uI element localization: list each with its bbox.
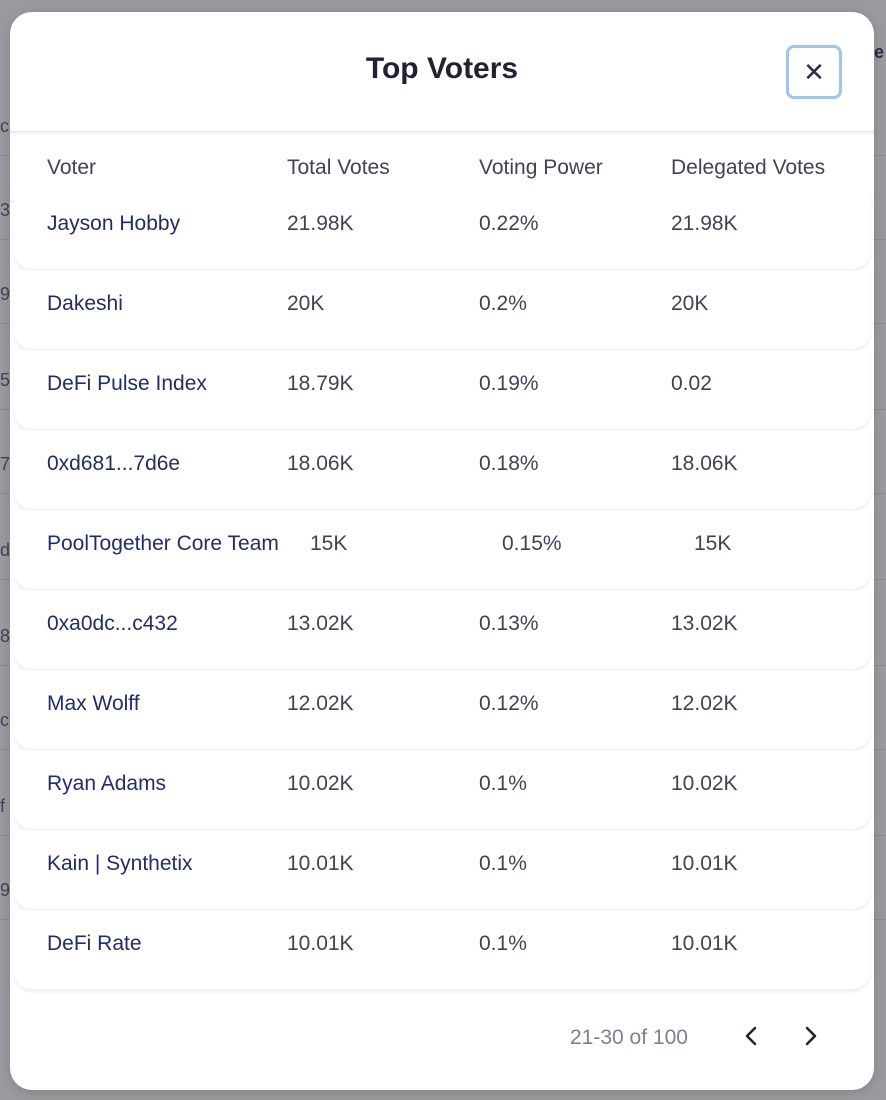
pagination-range: 21-30 of 100 <box>570 1026 688 1049</box>
column-header-total-votes: Total Votes <box>287 156 390 179</box>
background-header-fragment: e <box>874 42 885 62</box>
voter-name[interactable]: Dakeshi <box>47 292 123 315</box>
delegated-votes: 10.02K <box>671 772 738 795</box>
total-votes: 10.02K <box>287 772 354 795</box>
previous-page-button[interactable] <box>734 1022 768 1056</box>
next-page-button[interactable] <box>794 1022 828 1056</box>
voting-power: 0.2% <box>479 292 527 315</box>
background-row-fragment: f <box>0 796 6 816</box>
total-votes: 18.06K <box>287 452 354 475</box>
background-row-fragment: 7 <box>0 454 10 474</box>
voter-name[interactable]: PoolTogether Core Team <box>47 532 279 555</box>
table-header: Voter Total Votes Voting Power Delegated… <box>10 136 874 202</box>
table-row[interactable]: DeFi Rate 10.01K 0.1% 10.01K <box>14 910 870 990</box>
table-row[interactable]: 0xd681...7d6e 18.06K 0.18% 18.06K <box>14 430 870 510</box>
close-button[interactable]: ✕ <box>786 45 842 99</box>
total-votes: 15K <box>310 532 348 555</box>
background-row-fragment: 9 <box>0 880 10 900</box>
close-icon: ✕ <box>803 56 825 87</box>
total-votes: 10.01K <box>287 852 354 875</box>
table-row[interactable]: Dakeshi 20K 0.2% 20K <box>14 270 870 350</box>
voting-power: 0.19% <box>479 372 539 395</box>
total-votes: 10.01K <box>287 932 354 955</box>
column-header-voter: Voter <box>47 156 97 179</box>
delegated-votes: 12.02K <box>671 692 738 715</box>
total-votes: 13.02K <box>287 612 354 635</box>
table-row[interactable]: Kain | Synthetix 10.01K 0.1% 10.01K <box>14 830 870 910</box>
total-votes: 20K <box>287 292 325 315</box>
delegated-votes: 0.02 <box>671 372 712 395</box>
voting-power: 0.15% <box>502 532 562 555</box>
chevron-right-icon <box>804 1025 818 1053</box>
table-row[interactable]: Ryan Adams 10.02K 0.1% 10.02K <box>14 750 870 830</box>
voting-power: 0.22% <box>479 212 539 235</box>
total-votes: 21.98K <box>287 212 354 235</box>
column-header-delegated-votes: Delegated Votes <box>671 156 826 179</box>
voter-name[interactable]: DeFi Rate <box>47 932 142 955</box>
column-header-voting-power: Voting Power <box>479 156 603 179</box>
voting-power: 0.1% <box>479 772 527 795</box>
total-votes: 12.02K <box>287 692 354 715</box>
modal-title: Top Voters <box>365 52 519 85</box>
voting-power: 0.13% <box>479 612 539 635</box>
delegated-votes: 10.01K <box>671 932 738 955</box>
table-row[interactable]: DeFi Pulse Index 18.79K 0.19% 0.02 <box>14 350 870 430</box>
table-row[interactable]: Jayson Hobby 21.98K 0.22% 21.98K <box>14 190 870 270</box>
background-row-fragment: 9 <box>0 284 10 304</box>
chevron-left-icon <box>744 1025 758 1053</box>
background-row-fragment: 8 <box>0 626 10 646</box>
background-row-fragment: 5 <box>0 370 10 390</box>
voter-name[interactable]: Max Wolff <box>47 692 140 715</box>
background-row-fragment: d <box>0 540 10 560</box>
delegated-votes: 13.02K <box>671 612 738 635</box>
table-row[interactable]: 0xa0dc...c432 13.02K 0.13% 13.02K <box>14 590 870 670</box>
top-voters-modal: Top Voters ✕ Voter Total Votes Voting Po… <box>10 12 874 1090</box>
voting-power: 0.1% <box>479 932 527 955</box>
delegated-votes: 20K <box>671 292 709 315</box>
background-row-fragment: c <box>0 710 9 730</box>
delegated-votes: 18.06K <box>671 452 738 475</box>
voter-name[interactable]: Kain | Synthetix <box>47 852 193 875</box>
voter-name[interactable]: Jayson Hobby <box>47 212 181 235</box>
voter-name[interactable]: Ryan Adams <box>47 772 167 795</box>
header-divider <box>10 132 874 136</box>
table-row[interactable]: PoolTogether Core Team 15K 0.15% 15K <box>14 510 870 590</box>
voting-power: 0.1% <box>479 852 527 875</box>
delegated-votes: 10.01K <box>671 852 738 875</box>
delegated-votes: 21.98K <box>671 212 738 235</box>
voting-power: 0.12% <box>479 692 539 715</box>
table-row[interactable]: Max Wolff 12.02K 0.12% 12.02K <box>14 670 870 750</box>
modal-header: Top Voters ✕ <box>10 12 874 132</box>
background-row-fragment: 3 <box>0 200 10 220</box>
delegated-votes: 15K <box>694 532 732 555</box>
voting-power: 0.18% <box>479 452 539 475</box>
pagination: 21-30 of 100 <box>10 1026 874 1066</box>
voter-name[interactable]: 0xd681...7d6e <box>47 452 181 475</box>
background-row-fragment: c <box>0 116 9 136</box>
voter-name[interactable]: 0xa0dc...c432 <box>47 612 178 635</box>
total-votes: 18.79K <box>287 372 354 395</box>
voter-name[interactable]: DeFi Pulse Index <box>47 372 207 395</box>
